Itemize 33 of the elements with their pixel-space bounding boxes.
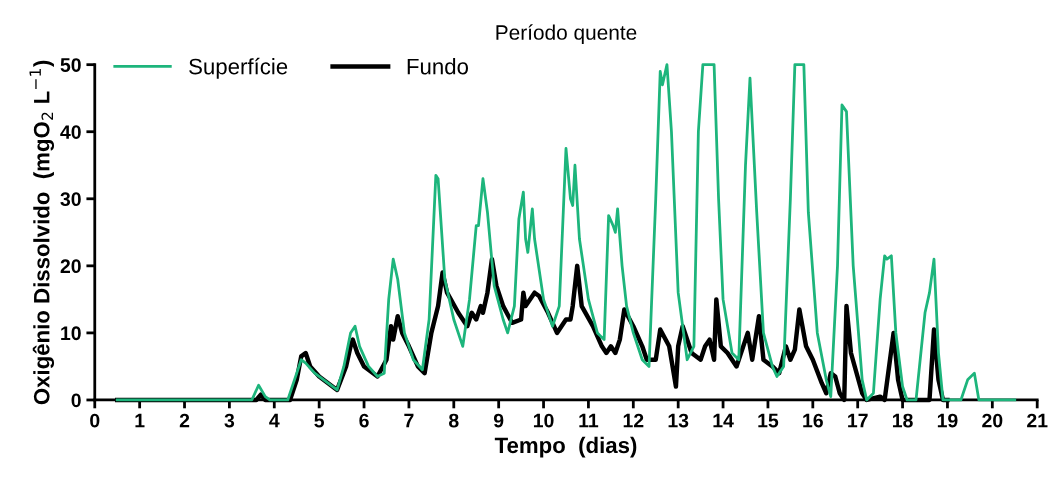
x-tick-label: 3 (224, 413, 235, 428)
x-tick-label: 16 (803, 413, 823, 428)
x-tick-label: 21 (1027, 413, 1048, 428)
x-tick-label: 7 (404, 413, 414, 428)
y-tick-label: 10 (61, 326, 81, 341)
x-tick-label: 9 (493, 413, 504, 428)
x-tick-label: 8 (449, 413, 459, 428)
x-tick-label: 5 (314, 413, 325, 428)
y-tick-label: 40 (60, 125, 81, 139)
x-tick-label: 1 (135, 413, 145, 428)
y-tick-label: 0 (71, 393, 81, 408)
y-tick-label: 30 (60, 192, 81, 207)
y-axis-title: Oxigênio Dissolvido (mgO$_{2}$ L$^{−1}$) (29, 60, 55, 405)
x-tick-label: 11 (579, 413, 599, 428)
x-tick-label: 0 (90, 413, 100, 428)
x-tick-label: 14 (713, 413, 734, 428)
x-tick-label: 15 (758, 413, 779, 428)
legend-label: Superfície (189, 57, 288, 79)
y-tick-label: 50 (60, 58, 81, 72)
x-tick-label: 2 (179, 413, 190, 428)
x-tick-label: 4 (269, 413, 280, 428)
x-tick-label: 12 (623, 413, 644, 428)
x-tick-label: 13 (668, 413, 689, 428)
chart-title: Período quente (496, 24, 637, 44)
y-tick-label: 20 (60, 259, 81, 274)
x-tick-label: 20 (982, 413, 1003, 428)
x-tick-label: 6 (359, 413, 369, 428)
x-tick-label: 17 (848, 413, 868, 428)
x-tick-label: 18 (892, 413, 913, 428)
legend-label: Fundo (407, 58, 469, 75)
x-axis-title: Tempo (dias) (494, 436, 637, 458)
x-tick-label: 19 (937, 413, 958, 428)
x-tick-label: 10 (533, 413, 554, 428)
